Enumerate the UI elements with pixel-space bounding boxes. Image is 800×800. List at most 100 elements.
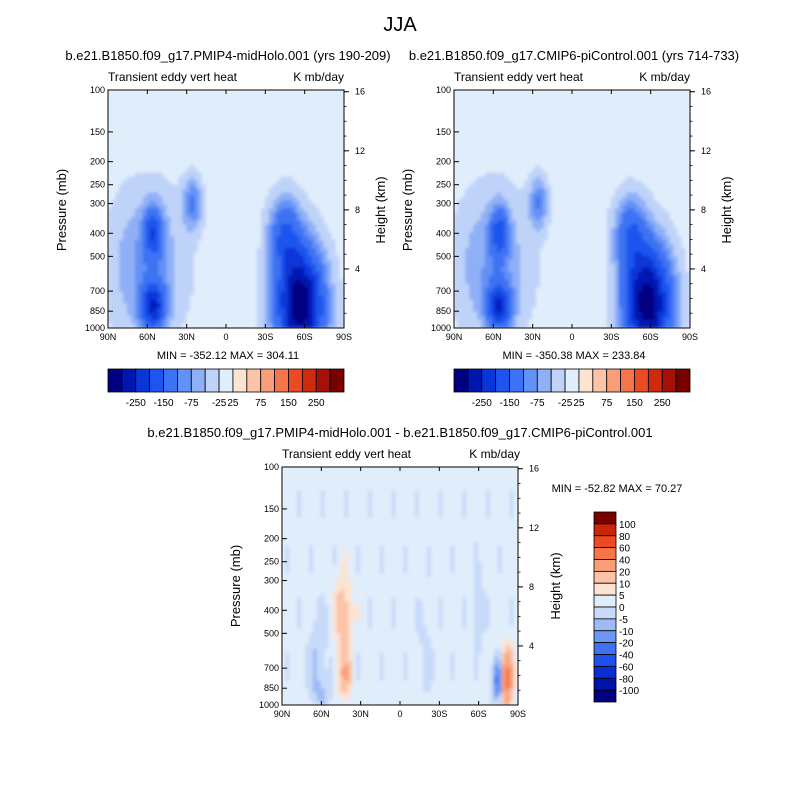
colorbar-swatch [288, 368, 303, 393]
contour-cell [583, 105, 589, 111]
contour-cell [193, 172, 200, 178]
contour-cell [292, 271, 298, 278]
contour-cell [685, 160, 690, 166]
contour-cell [142, 216, 148, 222]
contour-cell [319, 101, 325, 107]
contour-cell [256, 307, 262, 313]
contour-cell [256, 216, 262, 222]
contour-cell [108, 121, 113, 127]
contour-cell [221, 140, 227, 147]
contour-cell [217, 133, 223, 139]
x-tick-label: 90S [336, 332, 352, 342]
contour-cell [131, 133, 137, 139]
contour-cell [193, 315, 200, 321]
contour-cell [197, 117, 203, 123]
contour-cell [492, 93, 498, 99]
contour-cell [559, 137, 565, 143]
contour-cell [339, 117, 344, 123]
contour-cell [288, 168, 294, 174]
contour-cell [245, 279, 251, 285]
contour-cell [492, 129, 498, 135]
contour-cell [559, 121, 565, 127]
contour-cell [335, 176, 341, 182]
contour-cell [146, 137, 152, 143]
contour-cell [241, 208, 247, 214]
contour-cell [319, 275, 325, 281]
contour-cell [233, 133, 239, 139]
contour-cell [595, 105, 601, 111]
contour-cell [543, 144, 549, 151]
contour-cell [178, 93, 184, 99]
contour-cell [174, 295, 180, 301]
contour-cell [461, 164, 467, 170]
contour-cell [669, 93, 675, 99]
contour-cell [642, 129, 648, 135]
contour-cell [241, 236, 247, 242]
contour-cell [245, 303, 251, 309]
contour-cell [634, 113, 640, 119]
contour-cell [327, 263, 333, 270]
contour-cell [225, 113, 231, 119]
contour-cell [685, 97, 690, 103]
contour-cell [315, 295, 321, 301]
contour-cell [311, 259, 318, 266]
contour-cell [606, 117, 612, 123]
contour-cell [158, 259, 164, 266]
contour-cell [178, 291, 184, 297]
contour-cell [217, 271, 223, 278]
contour-cell [551, 160, 557, 166]
contour-cell [284, 144, 290, 151]
contour-cell [249, 164, 255, 170]
contour-cell [174, 152, 180, 159]
contour-cell [249, 323, 255, 328]
contour-cell [296, 140, 302, 147]
y-tick-label: 300 [90, 199, 105, 209]
contour-cell [158, 148, 164, 155]
contour-cell [563, 160, 569, 166]
contour-cell [591, 129, 597, 135]
contour-cell [304, 125, 310, 131]
contour-cell [256, 291, 262, 297]
contour-cell [264, 133, 270, 139]
contour-cell [197, 299, 203, 305]
contour-cell [473, 93, 479, 99]
contour-cell [127, 93, 133, 99]
contour-cell [108, 216, 113, 222]
contour-cell [323, 109, 329, 115]
contour-cell [241, 315, 247, 321]
contour-cell [528, 109, 534, 115]
contour-cell [158, 90, 164, 95]
contour-cell [292, 232, 298, 238]
contour-cell [233, 271, 239, 278]
contour-cell [193, 156, 200, 162]
contour-cell [205, 259, 211, 266]
contour-cell [311, 121, 318, 127]
contour-cell [512, 101, 518, 107]
contour-cell [331, 252, 337, 258]
contour-cell [260, 90, 266, 95]
contour-cell [264, 228, 270, 234]
contour-cell [127, 323, 133, 328]
contour-cell [225, 240, 231, 246]
contour-cell [646, 168, 652, 174]
contour-cell [166, 144, 172, 151]
contour-cell [579, 125, 585, 131]
contour-cell [480, 129, 487, 135]
contour-cell [268, 97, 274, 103]
contour-cell [217, 248, 223, 254]
colorbar-swatch [121, 368, 137, 393]
contour-cell [311, 200, 318, 206]
contour-cell [150, 248, 156, 254]
contour-cell [134, 93, 141, 99]
contour-cell [622, 97, 628, 103]
contour-cell [327, 252, 333, 258]
contour-cell [331, 323, 337, 328]
contour-cell [154, 90, 160, 95]
contour-cell [123, 307, 129, 313]
contour-cell [331, 224, 337, 230]
contour-cell [178, 125, 184, 131]
contour-cell [602, 133, 608, 139]
contour-cell [477, 140, 483, 147]
contour-cell [217, 140, 223, 147]
contour-cell [268, 216, 274, 222]
